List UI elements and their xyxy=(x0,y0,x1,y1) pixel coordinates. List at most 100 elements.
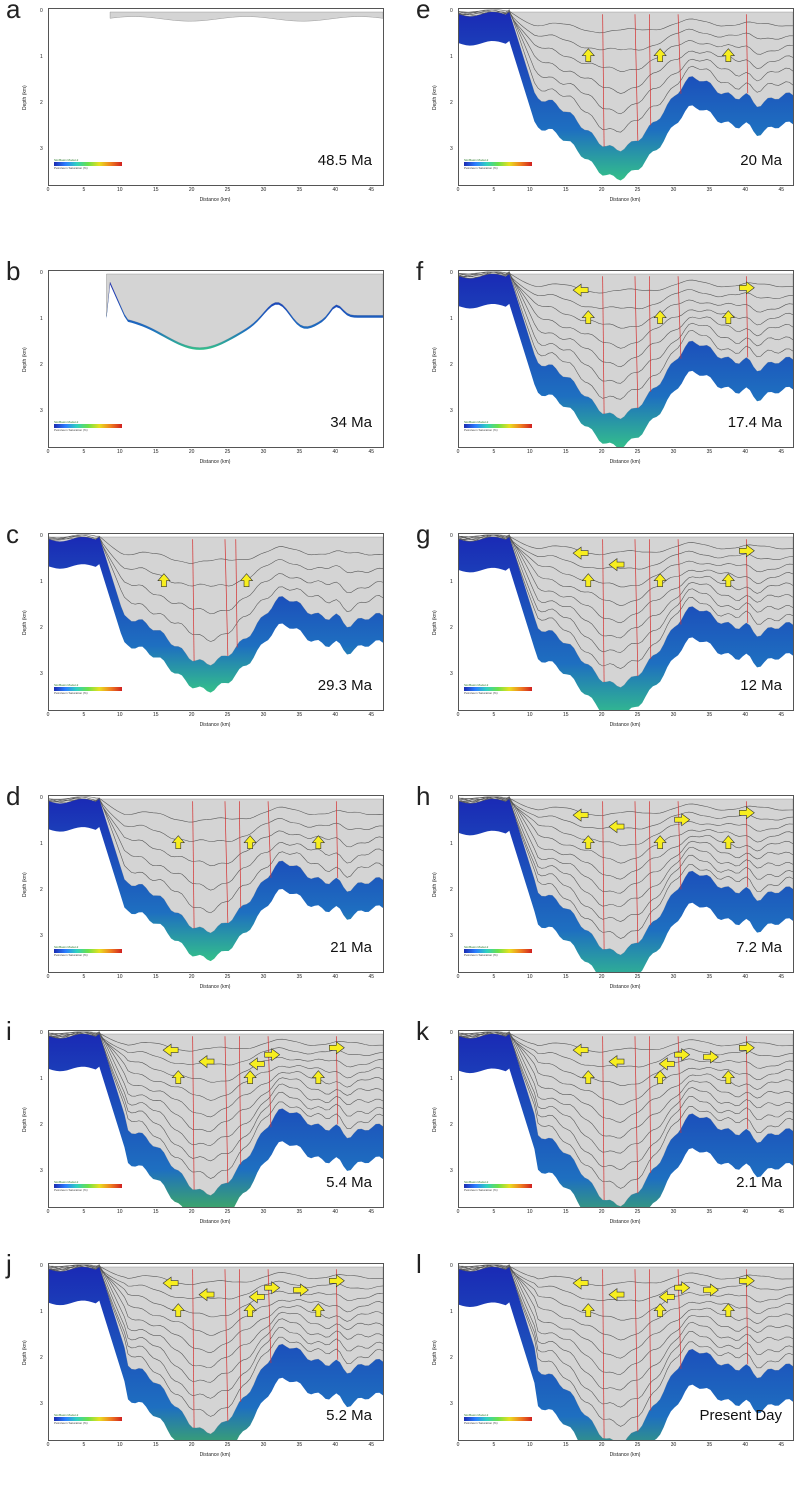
cross-section-plot xyxy=(48,1030,384,1208)
x-tick-label: 35 xyxy=(706,449,713,455)
x-tick-label: 5 xyxy=(492,449,496,455)
y-tick-label: 0 xyxy=(450,533,453,539)
x-tick-label: 0 xyxy=(456,1442,460,1448)
fault-line xyxy=(602,14,605,147)
legend-unit: Petroleum Saturation (%) xyxy=(464,1188,498,1192)
cross-section-svg xyxy=(459,9,793,181)
x-tick-label: 25 xyxy=(224,974,231,980)
up-arrow-icon xyxy=(243,1070,257,1084)
y-tick-label: 1 xyxy=(450,841,453,847)
x-axis-label: Distance (km) xyxy=(199,1219,231,1225)
x-tick-label: 15 xyxy=(152,974,159,980)
up-arrow-icon xyxy=(157,573,171,587)
lateral-arrow-icon xyxy=(703,1050,719,1064)
legend-title: SimBasin Model-2 xyxy=(464,945,489,949)
y-axis-label: Depth (km) xyxy=(432,872,438,897)
cross-section-svg xyxy=(459,271,793,447)
y-axis-label: Depth (km) xyxy=(432,610,438,635)
legend-unit: Petroleum Saturation (%) xyxy=(54,953,88,957)
lateral-arrow-icon xyxy=(739,1041,755,1055)
fault-line xyxy=(224,1269,229,1422)
x-tick-label: 15 xyxy=(562,1209,569,1215)
x-tick-label: 15 xyxy=(152,712,159,718)
up-arrow-icon xyxy=(581,835,595,849)
y-tick-label: 1 xyxy=(40,1076,43,1082)
y-axis-label: Depth (km) xyxy=(22,1107,28,1132)
x-tick-label: 25 xyxy=(224,1442,231,1448)
fault-line xyxy=(235,539,238,648)
legend-title: SimBasin Model-2 xyxy=(54,1180,79,1184)
y-tick-label: 3 xyxy=(40,933,43,939)
x-axis-label: Distance (km) xyxy=(199,197,231,203)
y-tick-label: 0 xyxy=(40,795,43,801)
age-label: 12 Ma xyxy=(740,677,782,694)
legend-title: SimBasin Model-2 xyxy=(464,683,489,687)
fault-line xyxy=(677,14,682,94)
saturation-legend: SimBasin Model-2 Petroleum Saturation (%) xyxy=(464,1180,534,1192)
y-tick-label: 2 xyxy=(40,362,43,368)
up-arrow-icon xyxy=(653,310,667,324)
x-tick-label: 25 xyxy=(634,1442,641,1448)
stratigraphic-horizon xyxy=(459,1031,793,1171)
stratigraphic-horizon xyxy=(459,796,793,922)
x-tick-label: 10 xyxy=(117,1442,123,1448)
cross-section-svg xyxy=(106,273,383,350)
panel-j: j 0 5 10 15 20 25 30 35 40 45 0 1 2 3 Distance (km) Dept… xyxy=(0,1249,390,1495)
y-tick-label: 2 xyxy=(40,625,43,631)
stratigraphic-horizon xyxy=(459,797,793,939)
fault-line xyxy=(677,276,682,359)
x-tick-label: 15 xyxy=(562,712,569,718)
x-tick-label: 5 xyxy=(492,187,496,193)
x-tick-label: 25 xyxy=(634,1209,641,1215)
lateral-arrow-icon xyxy=(572,808,589,822)
y-tick-label: 1 xyxy=(40,316,43,322)
cross-section-plot xyxy=(48,1263,384,1441)
stratigraphic-horizon xyxy=(459,534,793,570)
y-tick-label: 3 xyxy=(40,1168,43,1174)
stratigraphic-horizon xyxy=(49,1032,383,1179)
x-tick-label: 5 xyxy=(82,1209,86,1215)
cross-section-svg xyxy=(109,11,383,22)
x-tick-label: 30 xyxy=(670,1442,677,1448)
x-tick-label: 45 xyxy=(778,449,784,455)
stratigraphic-horizon xyxy=(459,271,793,384)
lateral-arrow-icon xyxy=(572,1043,589,1057)
x-tick-label: 35 xyxy=(706,1209,713,1215)
y-tick-label: 1 xyxy=(450,54,453,60)
panel-letter: l xyxy=(416,1249,422,1279)
y-axis-label: Depth (km) xyxy=(22,872,28,897)
x-tick-label: 25 xyxy=(634,974,641,980)
fault-line xyxy=(634,1269,639,1432)
legend-colorbar xyxy=(54,1417,122,1421)
x-tick-label: 15 xyxy=(152,449,159,455)
y-tick-label: 3 xyxy=(40,146,43,152)
saturation-legend: SimBasin Model-2 Petroleum Saturation (%) xyxy=(464,158,534,170)
y-tick-label: 2 xyxy=(40,100,43,106)
x-tick-label: 10 xyxy=(527,1442,533,1448)
basement-layer xyxy=(49,1267,383,1440)
stratigraphic-horizon xyxy=(459,796,793,830)
x-tick-label: 10 xyxy=(527,712,533,718)
fault-line xyxy=(602,801,605,950)
x-tick-label: 45 xyxy=(778,974,784,980)
stratigraphic-horizon xyxy=(459,272,793,368)
lateral-arrow-icon xyxy=(608,558,625,572)
x-tick-label: 35 xyxy=(706,1442,713,1448)
saturation-legend: SimBasin Model-2 Petroleum Saturation (%) xyxy=(54,1180,124,1192)
basement-layer xyxy=(459,537,793,710)
x-tick-label: 20 xyxy=(598,712,605,718)
up-arrow-icon xyxy=(721,1070,736,1084)
y-tick-label: 0 xyxy=(40,1263,43,1269)
cross-section-plot xyxy=(48,533,384,711)
stratigraphic-horizon xyxy=(459,1031,793,1154)
x-tick-label: 5 xyxy=(82,1442,86,1448)
age-label: 48.5 Ma xyxy=(317,152,372,169)
fault-line xyxy=(238,801,242,909)
x-tick-label: 15 xyxy=(562,974,569,980)
x-tick-label: 40 xyxy=(332,712,339,718)
stratigraphic-horizon xyxy=(49,1031,383,1162)
panel-e: e 0 5 10 15 20 25 30 35 40 45 0 1 2 3 Distance (km) Dept… xyxy=(410,0,800,240)
fault-line xyxy=(634,539,639,677)
x-tick-label: 45 xyxy=(368,187,374,193)
y-tick-label: 3 xyxy=(40,408,43,414)
